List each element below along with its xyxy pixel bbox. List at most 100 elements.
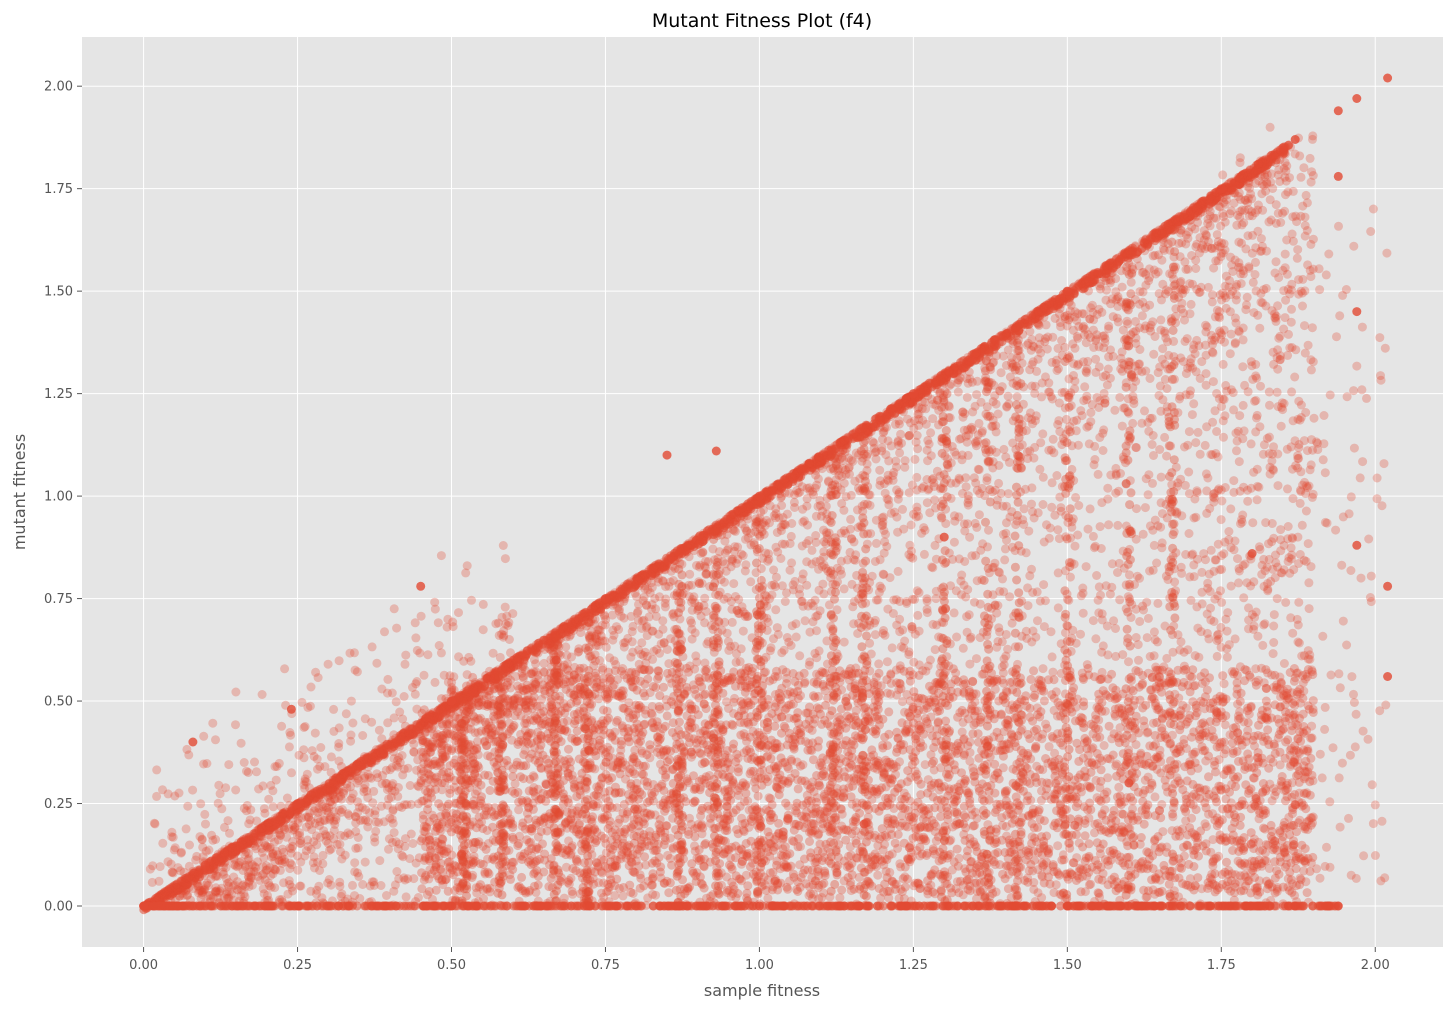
scatter-point	[912, 472, 922, 482]
scatter-point	[1126, 277, 1136, 287]
scatter-point	[1060, 342, 1070, 352]
scatter-point	[1113, 568, 1122, 577]
scatter-point	[1297, 520, 1307, 530]
scatter-point	[1027, 499, 1036, 509]
scatter-point	[345, 795, 355, 805]
scatter-point	[874, 659, 884, 669]
scatter-point	[695, 537, 705, 547]
scatter-point	[965, 374, 975, 384]
scatter-point	[555, 624, 565, 634]
scatter-point	[839, 637, 849, 647]
scatter-point	[1084, 421, 1094, 431]
scatter-point	[849, 537, 859, 547]
scatter-point	[1293, 451, 1303, 461]
scatter-point	[800, 616, 810, 626]
scatter-point	[998, 351, 1008, 361]
scatter-point	[1086, 303, 1096, 313]
scatter-point	[1111, 624, 1120, 633]
scatter-point	[787, 519, 797, 528]
scatter-point	[797, 541, 807, 551]
scatter-point	[658, 616, 668, 626]
scatter-point	[839, 584, 849, 594]
scatter-point	[1225, 209, 1235, 219]
scatter-point	[913, 610, 923, 620]
scatter-point	[729, 579, 739, 589]
scatter-point	[1225, 349, 1235, 359]
scatter-point	[351, 843, 361, 853]
scatter-point	[773, 547, 783, 557]
scatter-point	[771, 605, 781, 615]
scatter-point	[994, 461, 1004, 470]
scatter-point	[1149, 265, 1159, 275]
scatter-point	[1139, 267, 1149, 277]
scatter-point	[918, 383, 928, 393]
scatter-point	[1149, 349, 1159, 359]
scatter-point	[521, 649, 531, 659]
scatter-point	[1183, 233, 1193, 243]
scatter-point	[531, 659, 541, 669]
scatter-point	[408, 839, 418, 848]
scatter-point	[587, 604, 597, 613]
scatter-point	[963, 359, 973, 369]
scatter-point	[1303, 340, 1313, 350]
scatter-point	[1091, 354, 1101, 364]
scatter-point	[1210, 406, 1220, 416]
scatter-point	[687, 634, 697, 644]
scatter-point	[1195, 287, 1205, 297]
scatter-point	[1211, 192, 1221, 202]
scatter-point	[1149, 540, 1159, 550]
scatter-point	[919, 523, 929, 533]
scatter-point	[746, 577, 756, 587]
scatter-point	[1007, 618, 1017, 628]
scatter-point	[1248, 518, 1258, 528]
scatter-point	[640, 571, 650, 580]
scatter-point	[1053, 841, 1063, 851]
scatter-point	[561, 642, 571, 652]
scatter-point	[846, 514, 856, 524]
scatter-point	[1053, 603, 1063, 613]
scatter-point	[662, 645, 672, 654]
scatter-point	[982, 473, 992, 483]
scatter-point	[720, 536, 730, 546]
scatter-point	[887, 643, 897, 653]
scatter-point	[661, 582, 671, 592]
scatter-point	[1113, 520, 1123, 530]
scatter-point	[720, 577, 729, 587]
scatter-point	[798, 569, 808, 579]
scatter-point	[1092, 571, 1102, 580]
scatter-point	[898, 504, 907, 514]
scatter-point	[1056, 322, 1066, 332]
scatter-point	[1208, 290, 1217, 300]
scatter-point	[1252, 464, 1262, 474]
scatter-point	[1048, 434, 1058, 444]
scatter-point	[896, 429, 906, 439]
scatter-point	[357, 763, 366, 773]
scatter-point	[1033, 616, 1042, 626]
scatter-point	[871, 515, 881, 525]
scatter-point	[698, 547, 708, 557]
data-points	[139, 73, 1393, 915]
scatter-point	[1076, 406, 1086, 416]
scatter-point	[1055, 304, 1065, 314]
scatter-point	[871, 538, 881, 548]
scatter-point	[928, 414, 938, 424]
scatter-point	[884, 410, 894, 420]
scatter-point	[997, 331, 1007, 341]
scatter-point	[1149, 627, 1159, 637]
scatter-point	[1251, 396, 1261, 405]
scatter-point	[1088, 531, 1098, 541]
scatter-point	[1266, 215, 1276, 225]
scatter-point	[375, 856, 385, 866]
scatter-point	[835, 893, 845, 903]
scatter-point	[320, 830, 330, 840]
scatter-point	[1039, 580, 1049, 590]
scatter-point	[1271, 257, 1281, 267]
scatter-point	[1038, 472, 1048, 482]
scatter-point	[1200, 440, 1210, 450]
scatter-point	[1255, 323, 1265, 333]
scatter-point	[1081, 338, 1091, 348]
scatter-point	[1074, 501, 1084, 510]
scatter-point	[1122, 316, 1132, 326]
scatter-point	[1298, 301, 1307, 311]
